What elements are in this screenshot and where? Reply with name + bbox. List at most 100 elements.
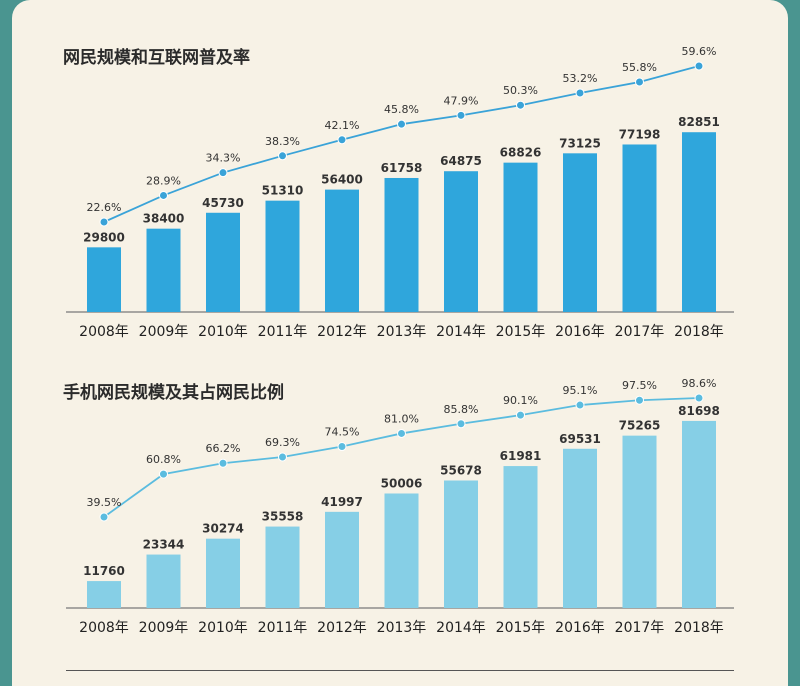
x-tick-label: 2011年 [258, 620, 308, 636]
chart-title-mobile-users: 手机网民规模及其占网民比例 [63, 383, 284, 403]
x-tick-label: 2013年 [377, 620, 427, 636]
line-point [337, 442, 347, 452]
line-point [337, 135, 347, 145]
x-tick-label: 2011年 [258, 324, 308, 340]
line-point [99, 512, 109, 522]
footer-divider [66, 670, 734, 671]
line-point [159, 469, 168, 479]
chart-title-internet-users: 网民规模和互联网普及率 [63, 48, 250, 68]
line-value-label: 97.5% [622, 379, 657, 392]
line-value-label: 39.5% [87, 496, 122, 509]
bar-value-label: 69531 [559, 432, 601, 446]
bar-value-label: 73125 [559, 136, 601, 150]
bar-value-label: 11760 [83, 564, 125, 578]
x-tick-label: 2015年 [496, 620, 546, 636]
x-tick-label: 2015年 [496, 324, 546, 340]
line-value-label: 28.9% [146, 174, 181, 187]
line-point [218, 168, 228, 178]
bar-value-label: 38400 [143, 212, 185, 226]
bar [444, 171, 478, 312]
bar-value-label: 55678 [440, 463, 482, 477]
line-value-label: 42.1% [325, 119, 360, 132]
bar [384, 493, 419, 608]
bar-value-label: 61758 [381, 161, 423, 175]
line-value-label: 34.3% [206, 152, 241, 165]
bar [563, 448, 597, 608]
line-value-label: 60.8% [146, 453, 181, 466]
x-tick-label: 2017年 [615, 324, 665, 340]
line-value-label: 81.0% [384, 412, 419, 425]
line-point [397, 428, 406, 438]
bar [563, 153, 597, 312]
x-tick-label: 2010年 [198, 324, 248, 340]
x-tick-label: 2014年 [436, 620, 486, 636]
bar [87, 581, 121, 608]
bar [444, 480, 478, 608]
bar [146, 228, 181, 312]
line-point [99, 217, 109, 227]
line-value-label: 69.3% [265, 436, 300, 449]
bar [265, 200, 300, 312]
bar-value-label: 81698 [678, 404, 720, 418]
line-point [516, 100, 525, 110]
line-value-label: 45.8% [384, 103, 419, 116]
line-value-label: 74.5% [325, 426, 360, 439]
line-value-label: 90.1% [503, 394, 538, 407]
line-point [456, 110, 466, 120]
bar [325, 511, 359, 608]
line-point [218, 458, 228, 468]
line-value-label: 95.1% [563, 384, 598, 397]
bar-value-label: 29800 [83, 230, 125, 244]
line-value-label: 22.6% [87, 201, 122, 214]
bar [682, 420, 716, 608]
line-value-label: 66.2% [206, 442, 241, 455]
bar-value-label: 41997 [321, 495, 363, 509]
line-value-label: 50.3% [503, 84, 538, 97]
bar [265, 526, 300, 608]
line-value-label: 85.8% [444, 403, 479, 416]
bar-value-label: 77198 [619, 127, 661, 141]
bar [682, 132, 716, 312]
x-tick-label: 2008年 [79, 324, 129, 340]
line-value-label: 53.2% [563, 72, 598, 85]
bar [87, 247, 121, 312]
line-point [456, 419, 466, 429]
bar [503, 162, 538, 312]
x-tick-label: 2018年 [674, 324, 724, 340]
bar-value-label: 61981 [500, 449, 542, 463]
line-value-label: 47.9% [444, 94, 479, 107]
bar [384, 177, 419, 312]
bar-value-label: 35558 [262, 510, 304, 524]
bar-value-label: 50006 [381, 476, 423, 490]
line-point [575, 88, 585, 98]
bar-value-label: 30274 [202, 522, 244, 536]
x-tick-label: 2016年 [555, 620, 605, 636]
x-tick-label: 2010年 [198, 620, 248, 636]
x-tick-label: 2014年 [436, 324, 486, 340]
bar [206, 538, 240, 608]
bar [622, 144, 657, 312]
bar-value-label: 51310 [262, 184, 304, 198]
x-tick-label: 2008年 [79, 620, 129, 636]
bar [206, 212, 240, 312]
x-tick-label: 2016年 [555, 324, 605, 340]
line-value-label: 38.3% [265, 135, 300, 148]
line-point [635, 77, 644, 87]
x-tick-label: 2013年 [377, 324, 427, 340]
x-tick-label: 2012年 [317, 620, 367, 636]
bar [622, 435, 657, 608]
line-point [516, 410, 525, 420]
line-point [278, 151, 287, 161]
line-value-label: 55.8% [622, 61, 657, 74]
bar-value-label: 68826 [500, 146, 542, 160]
line-point [635, 395, 644, 405]
bar-value-label: 56400 [321, 173, 363, 187]
bar [146, 554, 181, 608]
line-value-label: 98.6% [682, 377, 717, 390]
x-tick-label: 2009年 [139, 620, 189, 636]
x-tick-label: 2012年 [317, 324, 367, 340]
line-point [397, 119, 406, 129]
bar-value-label: 82851 [678, 115, 720, 129]
